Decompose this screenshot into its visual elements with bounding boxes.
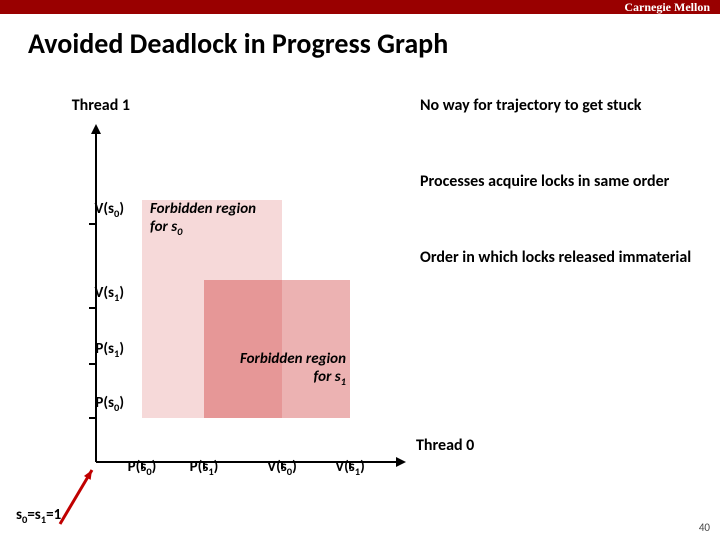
y-tick-label: V(s1) xyxy=(94,284,124,304)
x-tick-label: V(s0) xyxy=(260,458,304,478)
brand-bar xyxy=(0,0,720,14)
y-tick-label: V(s0) xyxy=(94,200,124,220)
x-axis-title: Thread 0 xyxy=(416,436,474,455)
region-s1-label: Forbidden regionfor s1 xyxy=(218,350,346,388)
y-tick-label: P(s1) xyxy=(95,340,124,360)
region-s0-label: Forbidden regionfor s0 xyxy=(150,200,256,238)
slide-number: 40 xyxy=(699,521,710,534)
x-tick-label: V(s1) xyxy=(328,458,372,478)
x-tick-label: P(s0) xyxy=(120,458,164,478)
x-tick-label: P(s1) xyxy=(182,458,226,478)
note-text: No way for trajectory to get stuck xyxy=(420,96,700,115)
brand-label: Carnegie Mellon xyxy=(624,0,710,14)
y-tick-label: P(s0) xyxy=(95,394,124,414)
y-axis-title: Thread 1 xyxy=(72,96,130,115)
note-text: Order in which locks released immaterial xyxy=(420,248,700,267)
note-text: Processes acquire locks in same order xyxy=(420,172,700,191)
initial-state-label: s0=s1=1 xyxy=(16,506,61,526)
